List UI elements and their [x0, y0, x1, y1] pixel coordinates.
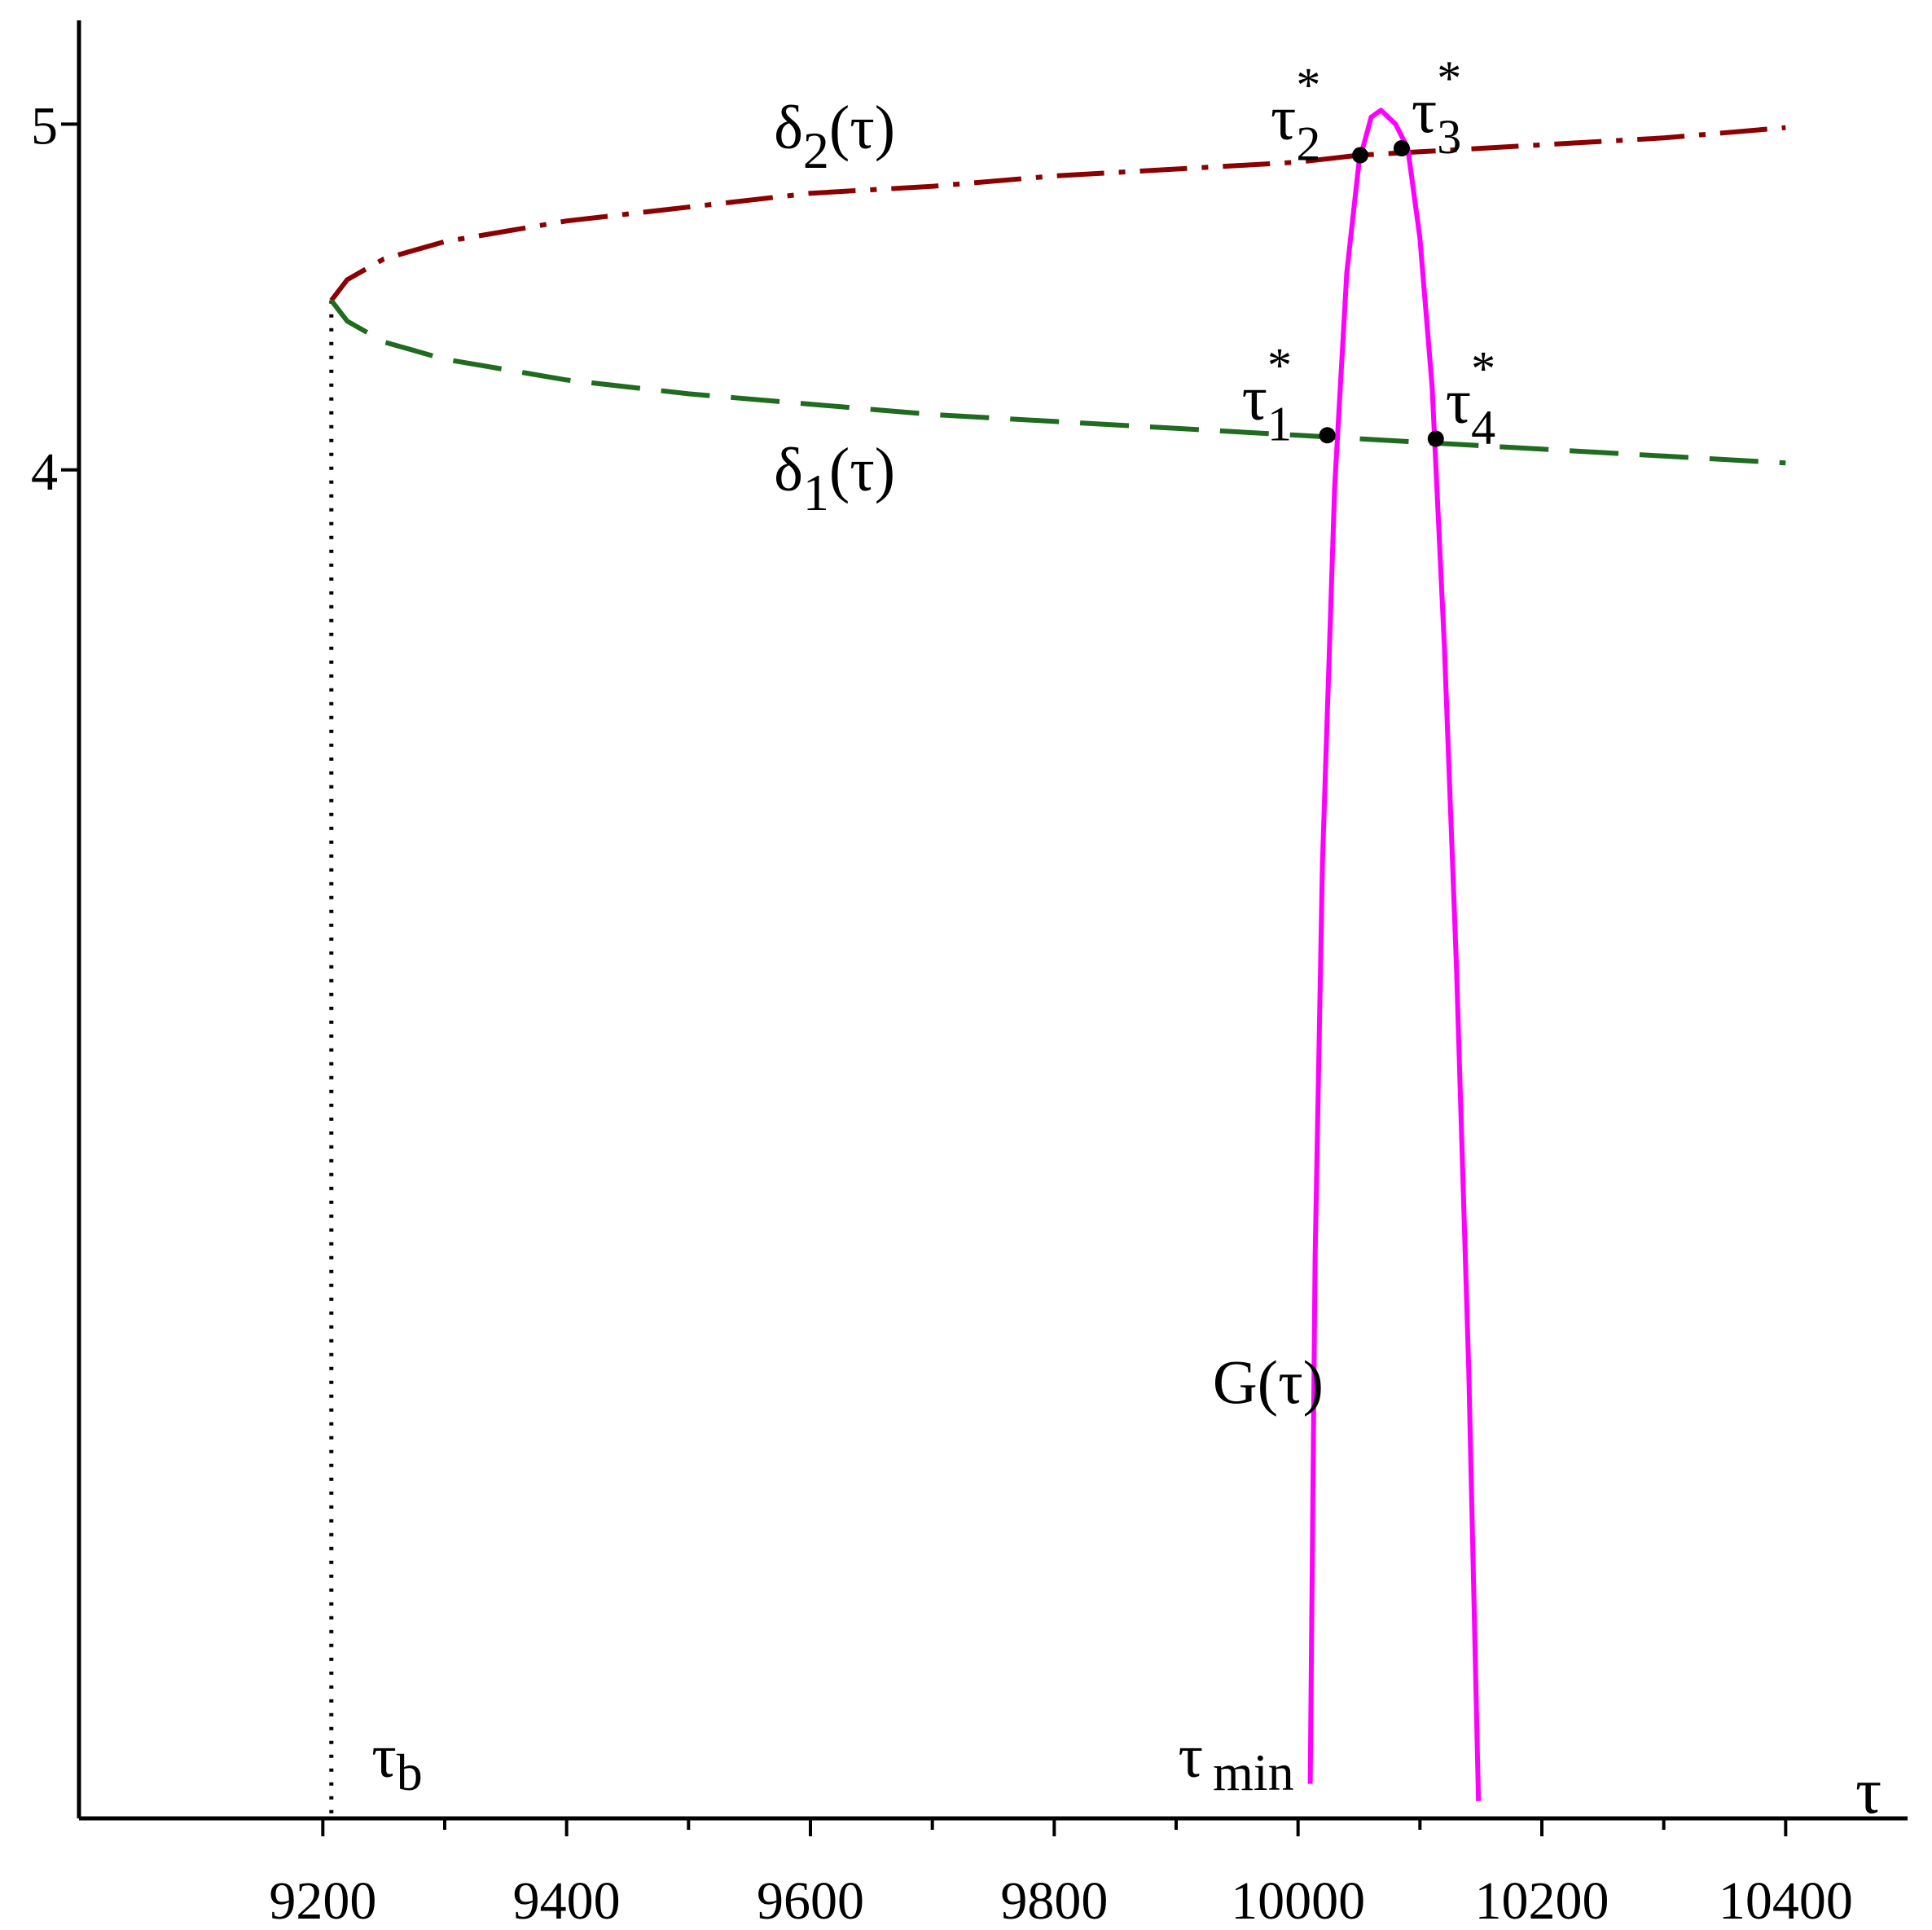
x-tick-label: 10400 — [1719, 1871, 1853, 1930]
x-tick-label: 10000 — [1231, 1871, 1365, 1930]
y-tick-label: 4 — [31, 442, 58, 502]
annotation-labels: τ1* τ2* τ3* τ4* δ2(τ) δ1(τ) G(τ) τ min τb τ — [371, 51, 1882, 1827]
intersection-point — [1393, 140, 1410, 157]
intersection-point — [1319, 427, 1336, 444]
x-tick-label: 9600 — [757, 1871, 864, 1930]
intersection-label: τ2* — [1271, 59, 1320, 171]
intersection-label: τ3* — [1412, 51, 1461, 164]
annotation: τ min — [1179, 1722, 1294, 1801]
series-layer — [329, 108, 1786, 1801]
intersection-marks — [1319, 140, 1444, 447]
x-tick-label: 9400 — [513, 1871, 621, 1930]
x-tick-label: 9200 — [269, 1871, 376, 1930]
y-tick-label: 5 — [31, 96, 58, 156]
series-line-1 — [329, 125, 1786, 302]
series-line-2 — [329, 298, 1786, 466]
x-tick-label: 9800 — [1000, 1871, 1108, 1930]
annotation: τb — [371, 1722, 423, 1801]
intersection-point — [1427, 430, 1444, 447]
x-axis-label: τ — [1855, 1756, 1882, 1827]
annotation: G(τ) — [1213, 1349, 1324, 1418]
intersection-label: τ1* — [1242, 338, 1292, 451]
axes: 9200 9400 9600 9800 10000 10200 10400 4 5 — [31, 20, 1908, 1930]
intersection-label: τ4* — [1446, 342, 1495, 455]
series-line-3 — [1307, 108, 1482, 1801]
x-tick-label: 10200 — [1475, 1871, 1609, 1930]
intersection-point — [1351, 147, 1368, 164]
annotation: δ1(τ) — [774, 436, 895, 521]
annotation: δ2(τ) — [774, 94, 895, 179]
